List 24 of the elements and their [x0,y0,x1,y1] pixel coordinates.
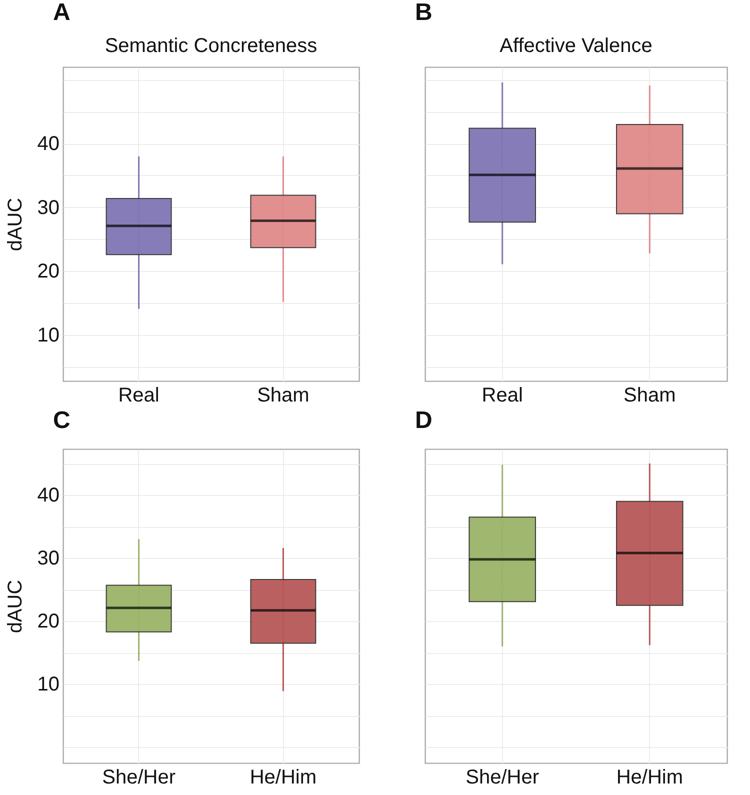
chart-title: Semantic Concreteness [104,35,318,57]
y-tick-label: 40 [37,133,60,156]
y-tick-label: 40 [37,484,60,507]
text: C [53,407,70,434]
y-axis-title: dAUC [4,580,26,634]
x-tick-label: He/Him [250,766,317,788]
y-tick-label: 30 [37,196,60,219]
x-tick-label: Real [118,384,160,406]
y-tick-label: 10 [37,674,60,696]
x-tick-label: She/Her [466,766,540,788]
y-tick-label: 30 [37,548,60,570]
text: B [415,0,432,26]
x-tick-label: Sham [257,384,310,406]
x-tick-label: Sham [624,384,676,406]
y-tick-label: 20 [37,260,60,283]
y-tick-label: 20 [37,610,60,633]
text: A [53,0,70,26]
x-tick-label: She/Her [102,766,176,788]
y-tick-label: 10 [37,324,60,347]
chart-title: Affective Valence [500,35,652,57]
x-tick-label: Real [482,384,523,406]
text: D [415,407,432,434]
y-axis-title: dAUC [4,198,26,252]
x-tick-label: He/Him [616,766,683,788]
